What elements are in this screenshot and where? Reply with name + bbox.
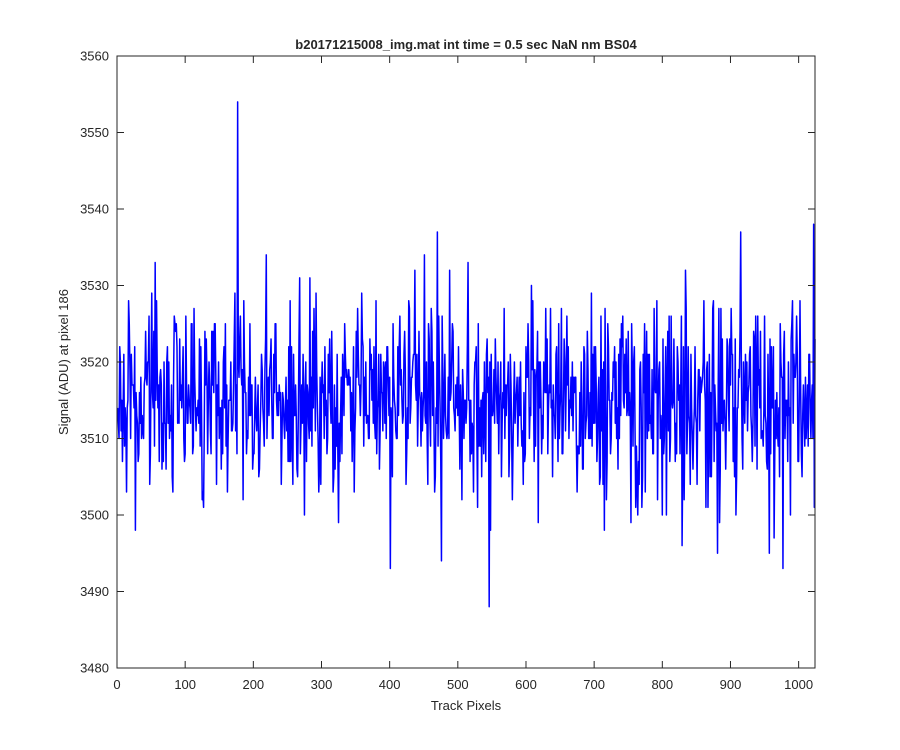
- y-tick-label: 3510: [80, 431, 109, 446]
- y-tick-label: 3490: [80, 584, 109, 599]
- x-tick-label: 600: [515, 677, 537, 692]
- x-tick-label: 1000: [784, 677, 813, 692]
- plot-area: [117, 56, 815, 668]
- signal-series-line: [116, 101, 816, 608]
- x-tick-label: 800: [651, 677, 673, 692]
- y-tick-label: 3520: [80, 355, 109, 370]
- y-tick-label: 3540: [80, 202, 109, 217]
- x-tick-label: 300: [311, 677, 333, 692]
- y-axis-label: Signal (ADU) at pixel 186: [56, 289, 71, 435]
- x-tick-label: 700: [583, 677, 605, 692]
- y-tick-label: 3480: [80, 661, 109, 676]
- x-axis-label: Track Pixels: [431, 698, 502, 713]
- y-tick-label: 3530: [80, 278, 109, 293]
- x-tick-label: 100: [174, 677, 196, 692]
- y-axis: 3480 3490 3500 3510 3520 3530 3540 3550 3560: [80, 49, 815, 676]
- y-tick-label: 3550: [80, 125, 109, 140]
- data-layer: [116, 101, 816, 608]
- x-tick-label: 400: [379, 677, 401, 692]
- x-tick-label: 0: [113, 677, 120, 692]
- x-tick-label: 500: [447, 677, 469, 692]
- y-tick-label: 3500: [80, 508, 109, 523]
- x-tick-label: 200: [242, 677, 264, 692]
- x-axis: 0 100 200 300 400 500 600 700 800 900 1000: [113, 56, 813, 692]
- y-tick-label: 3560: [80, 49, 109, 64]
- chart-title: b20171215008_img.mat int time = 0.5 sec …: [295, 37, 637, 52]
- x-tick-label: 900: [720, 677, 742, 692]
